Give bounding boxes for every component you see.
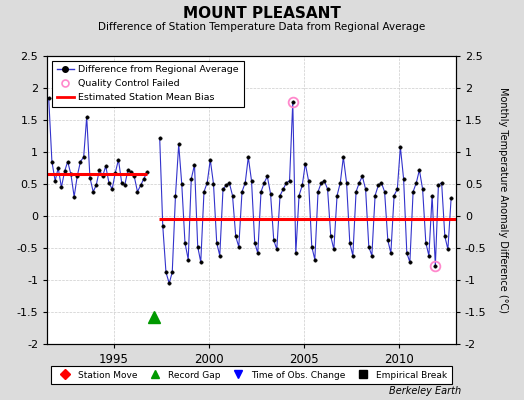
Legend: Station Move, Record Gap, Time of Obs. Change, Empirical Break: Station Move, Record Gap, Time of Obs. C…: [51, 366, 452, 384]
Y-axis label: Monthly Temperature Anomaly Difference (°C): Monthly Temperature Anomaly Difference (…: [498, 87, 508, 313]
Text: MOUNT PLEASANT: MOUNT PLEASANT: [183, 6, 341, 21]
Text: Difference of Station Temperature Data from Regional Average: Difference of Station Temperature Data f…: [99, 22, 425, 32]
Text: Berkeley Earth: Berkeley Earth: [389, 386, 461, 396]
